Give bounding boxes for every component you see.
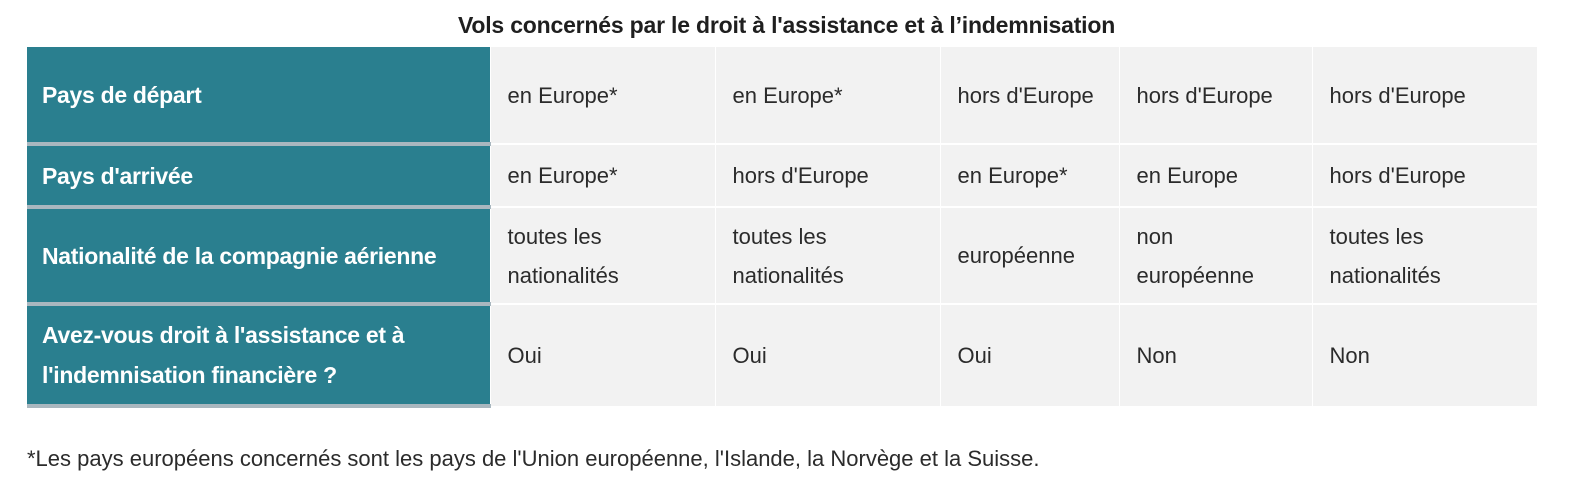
table-cell: toutes les nationalités bbox=[489, 207, 715, 305]
table-cell: européenne bbox=[939, 207, 1119, 305]
table-cell: en Europe bbox=[1118, 144, 1312, 208]
table-cell: hors d'Europe bbox=[939, 47, 1119, 145]
table-row-airline-nationality: Nationalité de la compagnie aérienne tou… bbox=[27, 207, 1537, 306]
table-cell: en Europe* bbox=[489, 144, 715, 208]
footnote: *Les pays européens concernés sont les p… bbox=[27, 446, 1040, 471]
row-header-arrival-country: Pays d'arrivée bbox=[27, 144, 490, 209]
table-cell: Oui bbox=[714, 304, 940, 406]
table-row-entitlement: Avez-vous droit à l'assistance et à l'in… bbox=[27, 304, 1537, 408]
table-row-departure-country: Pays de départ en Europe* en Europe* hor… bbox=[27, 47, 1537, 146]
table-cell: toutes les nationalités bbox=[1311, 207, 1537, 305]
row-header-departure-country: Pays de départ bbox=[27, 47, 490, 146]
row-header-entitlement: Avez-vous droit à l'assistance et à l'in… bbox=[27, 304, 490, 408]
table-row-arrival-country: Pays d'arrivée en Europe* hors d'Europe … bbox=[27, 144, 1537, 209]
table-cell: Oui bbox=[489, 304, 715, 406]
table-cell: toutes les nationalités bbox=[714, 207, 940, 305]
table-cell: en Europe* bbox=[939, 144, 1119, 208]
table-cell: en Europe* bbox=[489, 47, 715, 145]
table-cell: hors d'Europe bbox=[1118, 47, 1312, 145]
table-cell: non européenne bbox=[1118, 207, 1312, 305]
table-cell: Oui bbox=[939, 304, 1119, 406]
table-cell: en Europe* bbox=[714, 47, 940, 145]
row-header-airline-nationality: Nationalité de la compagnie aérienne bbox=[27, 207, 490, 306]
flight-rights-table: Pays de départ en Europe* en Europe* hor… bbox=[27, 47, 1537, 408]
table-cell: hors d'Europe bbox=[714, 144, 940, 208]
table-cell: Non bbox=[1118, 304, 1312, 406]
table-cell: hors d'Europe bbox=[1311, 47, 1537, 145]
table-cell: hors d'Europe bbox=[1311, 144, 1537, 208]
table-cell: Non bbox=[1311, 304, 1537, 406]
table-title: Vols concernés par le droit à l'assistan… bbox=[457, 12, 1116, 38]
